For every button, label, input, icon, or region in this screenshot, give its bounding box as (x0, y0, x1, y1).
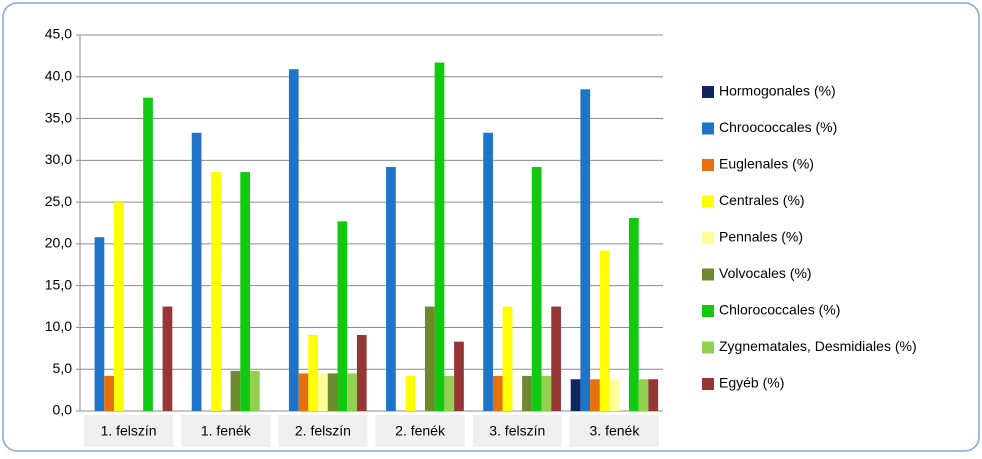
x-label-box (375, 415, 465, 447)
legend-label: Volvocales (%) (719, 265, 812, 281)
legend-label: Pennales (%) (719, 229, 803, 245)
bar (580, 89, 591, 412)
bar (298, 373, 309, 411)
bar (94, 237, 105, 411)
x-label-box (472, 415, 562, 447)
legend-swatch (702, 378, 714, 390)
bar (590, 379, 600, 411)
x-label-box (278, 415, 368, 447)
legend-label: Chlorococcales (%) (719, 302, 840, 318)
x-tick-label: 2. fenék (395, 423, 446, 439)
x-label-box (84, 415, 174, 447)
bar (648, 379, 659, 411)
bar (250, 370, 260, 411)
y-tick-label: 0,0 (53, 402, 73, 418)
y-tick-label: 5,0 (53, 360, 73, 376)
bar (599, 250, 610, 411)
legend-swatch (702, 232, 714, 244)
y-tick-label: 40,0 (45, 67, 72, 83)
legend-swatch (702, 86, 714, 98)
y-tick-label: 30,0 (45, 151, 72, 167)
bar (347, 373, 357, 411)
bar (531, 167, 542, 411)
bar (162, 306, 173, 411)
bar (522, 375, 532, 411)
bar (327, 373, 338, 411)
x-label-box (569, 415, 659, 447)
bar (570, 379, 581, 411)
bar (114, 202, 124, 411)
x-tick-label: 3. felszín (489, 423, 545, 439)
legend-swatch (702, 341, 714, 354)
bar (386, 167, 396, 411)
x-tick-label: 3. fenék (590, 423, 641, 439)
x-tick-label: 1. fenék (201, 423, 252, 439)
y-tick-label: 15,0 (45, 276, 72, 292)
bar (628, 217, 639, 411)
y-tick-label: 35,0 (45, 109, 72, 125)
bar (434, 62, 445, 411)
bar (288, 69, 299, 411)
bar (454, 341, 464, 411)
bar (541, 375, 552, 411)
bar (230, 370, 241, 411)
bar (240, 172, 251, 411)
legend-label: Chroococcales (%) (719, 119, 837, 135)
legend-label: Euglenales (%) (719, 156, 814, 172)
x-label-box (181, 415, 271, 447)
bar (318, 373, 328, 411)
bar (502, 306, 513, 411)
legend-swatch (702, 195, 714, 208)
bar (551, 306, 561, 411)
legend-swatch (702, 159, 714, 171)
bar (308, 334, 319, 411)
bar (211, 172, 221, 411)
y-tick-label: 20,0 (45, 235, 72, 251)
x-tick-label: 1. felszín (101, 423, 157, 439)
bar (143, 97, 153, 412)
legend-swatch (702, 305, 714, 317)
bar (483, 132, 493, 411)
bar (492, 375, 503, 411)
bar (424, 306, 435, 411)
bar (356, 334, 367, 411)
bar (405, 375, 416, 411)
legend-label: Centrales (%) (719, 192, 805, 208)
bar (191, 132, 202, 411)
y-tick-label: 10,0 (45, 318, 72, 334)
bar (609, 379, 620, 411)
bar (104, 375, 115, 411)
legend-swatch (702, 122, 714, 135)
legend-label: Egyéb (%) (719, 375, 784, 391)
x-tick-label: 2. felszín (295, 423, 351, 439)
y-tick-label: 45,0 (45, 26, 72, 42)
y-tick-label: 25,0 (45, 193, 72, 209)
bar (444, 375, 455, 411)
bar (638, 379, 649, 411)
legend-label: Hormogonales (%) (719, 83, 836, 99)
bar (337, 221, 348, 411)
legend-swatch (702, 268, 714, 281)
legend-label: Zygnematales, Desmidiales (%) (719, 338, 917, 354)
